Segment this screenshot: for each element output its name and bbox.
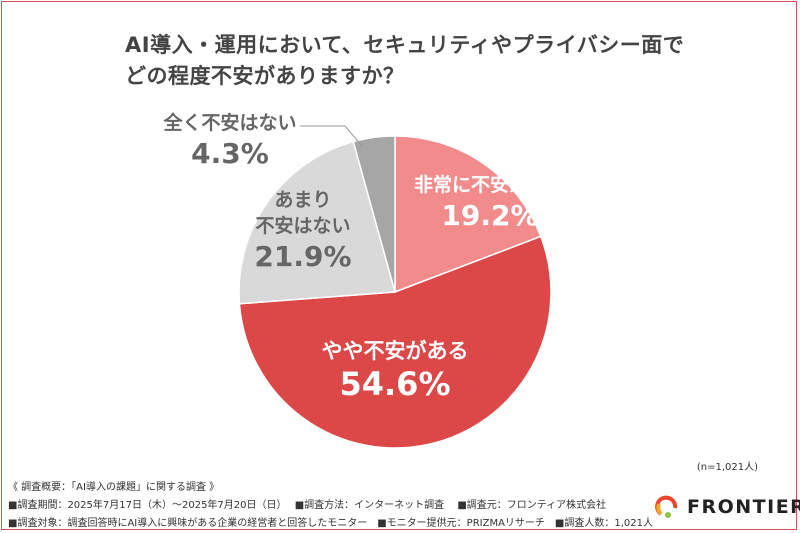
pie-slice-3 xyxy=(352,135,396,293)
slice-label: やや不安がある xyxy=(321,339,469,363)
label-somewhat-anxious: やや不安がある 54.6% xyxy=(310,338,480,404)
logo-text: FRONTIER xyxy=(687,496,800,518)
title-line-2: どの程度不安がありますか？ xyxy=(125,64,405,88)
slice-label: 全く不安はない xyxy=(163,112,297,134)
label-very-anxious: 非常に不安がある 19.2% xyxy=(395,172,585,234)
survey-details-1: ■調査期間：2025年7月17日（木）～2025年7月20日（日） ■調査方法：… xyxy=(8,500,607,511)
pie-slice-2 xyxy=(238,140,396,305)
survey-details-2: ■調査対象：調査回答時にAI導入に興味がある企業の経営者と回答したモニター ■モ… xyxy=(8,518,654,529)
title-line-1: AI導入・運用において、セキュリティやプライバシー面で xyxy=(125,33,685,57)
sample-size: (n=1,021人) xyxy=(696,462,758,473)
slice-value: 54.6% xyxy=(339,365,451,403)
slice-value: 21.9% xyxy=(254,240,352,273)
slice-label: あまり xyxy=(274,189,332,211)
slice-value: 19.2% xyxy=(441,199,539,232)
slice-label: 不安はない xyxy=(255,215,351,237)
chart-title: AI導入・運用において、セキュリティやプライバシー面で どの程度不安がありますか… xyxy=(125,30,684,92)
pie-slice-0 xyxy=(394,135,542,294)
frontier-logo-icon xyxy=(655,495,678,518)
label-not-very-anxious: あまり 不安はない 21.9% xyxy=(248,187,358,275)
frontier-logo: FRONTIER xyxy=(655,494,800,520)
slice-label: 非常に不安がある xyxy=(413,174,566,196)
label-not-anxious: 全く不安はない 4.3% xyxy=(155,110,305,172)
survey-overview: 《 調査概要：「AI導入の課題」に関する調査 》 xyxy=(8,482,220,493)
pie-slice-1 xyxy=(238,235,552,449)
leader-line xyxy=(300,125,363,147)
slice-value: 4.3% xyxy=(191,137,269,170)
